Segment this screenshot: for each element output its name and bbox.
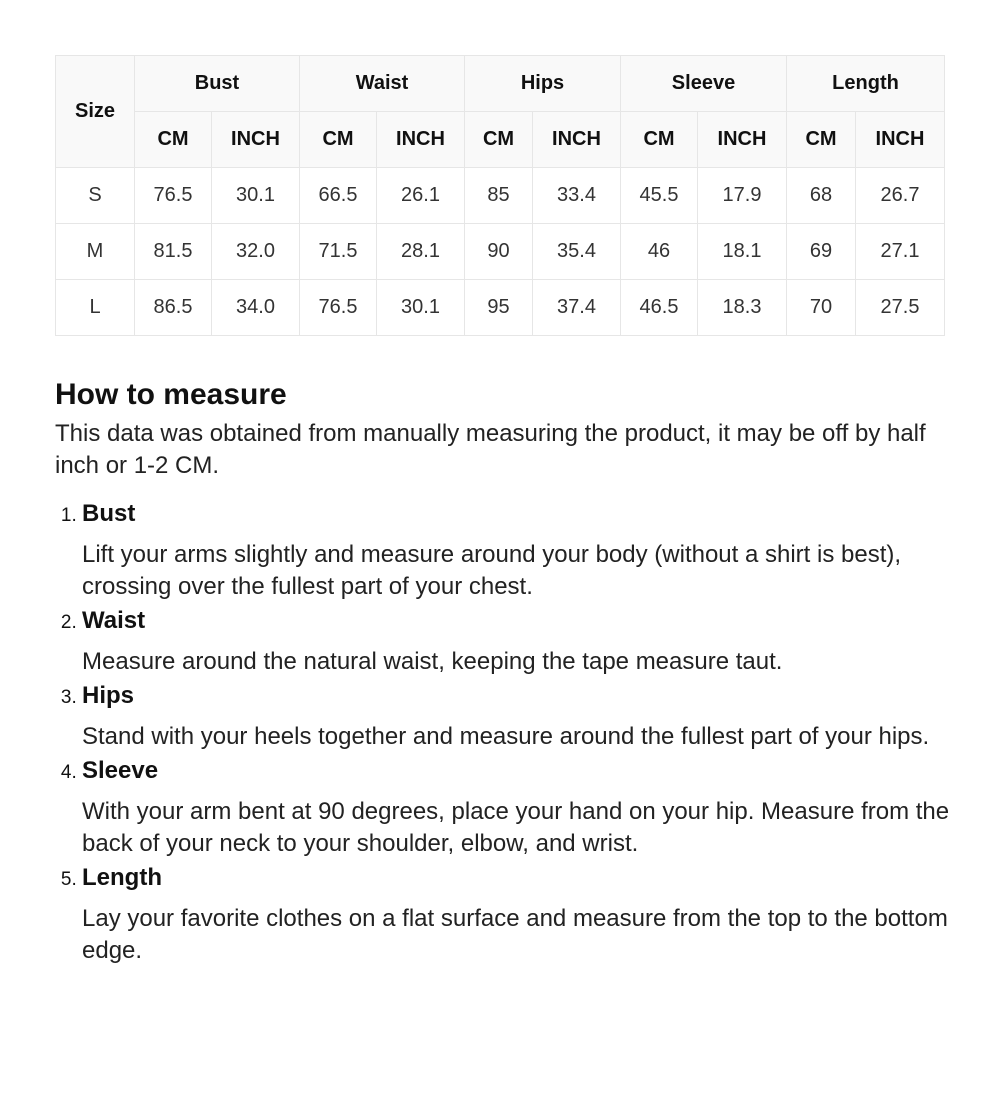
- value-cell: 17.9: [697, 167, 787, 224]
- value-cell: 27.5: [855, 279, 945, 336]
- unit-header: INCH: [211, 111, 300, 168]
- intro-text: This data was obtained from manually mea…: [55, 420, 926, 479]
- value-cell: 85: [464, 167, 533, 224]
- value-cell: 30.1: [211, 167, 300, 224]
- value-cell: 35.4: [532, 223, 621, 280]
- value-cell: 90: [464, 223, 533, 280]
- value-cell: 18.3: [697, 279, 787, 336]
- value-cell: 68: [786, 167, 856, 224]
- value-cell: 33.4: [532, 167, 621, 224]
- unit-header: INCH: [697, 111, 787, 168]
- group-header: Length: [786, 55, 945, 112]
- unit-header: INCH: [376, 111, 465, 168]
- value-cell: 71.5: [299, 223, 377, 280]
- unit-header: CM: [786, 111, 856, 168]
- measure-step: Sleeve With your arm bent at 90 degrees, …: [82, 755, 955, 860]
- step-title: Sleeve: [82, 757, 159, 784]
- step-text: Lift your arms slightly and measure arou…: [82, 541, 902, 600]
- unit-header: CM: [620, 111, 698, 168]
- unit-header: CM: [299, 111, 377, 168]
- size-cell: L: [55, 279, 135, 336]
- step-text: Lay your favorite clothes on a flat surf…: [82, 905, 948, 964]
- value-cell: 18.1: [697, 223, 787, 280]
- step-text: Measure around the natural waist, keepin…: [82, 648, 783, 675]
- value-cell: 95: [464, 279, 533, 336]
- how-to-measure-section: How to measure This data was obtained fr…: [55, 372, 955, 969]
- value-cell: 70: [786, 279, 856, 336]
- value-cell: 69: [786, 223, 856, 280]
- measure-steps-list: Bust Lift your arms slightly and measure …: [55, 498, 955, 967]
- measure-step: Bust Lift your arms slightly and measure …: [82, 498, 955, 603]
- value-cell: 86.5: [134, 279, 212, 336]
- value-cell: 76.5: [134, 167, 212, 224]
- value-cell: 28.1: [376, 223, 465, 280]
- size-chart-table: Size Bust Waist Hips Sleeve Length CM INCH CM IN…: [55, 55, 945, 336]
- value-cell: 26.7: [855, 167, 945, 224]
- step-title: Bust: [82, 500, 136, 527]
- step-title: Hips: [82, 682, 135, 709]
- measure-step: Hips Stand with your heels together and m…: [82, 680, 955, 753]
- value-cell: 66.5: [299, 167, 377, 224]
- measure-step: Length Lay your favorite clothes on a fla…: [82, 862, 955, 967]
- size-header: Size: [55, 55, 135, 168]
- value-cell: 46.5: [620, 279, 698, 336]
- unit-header: CM: [464, 111, 533, 168]
- group-header: Sleeve: [620, 55, 787, 112]
- value-cell: 27.1: [855, 223, 945, 280]
- unit-header: INCH: [855, 111, 945, 168]
- table-row: S 76.5 30.1 66.5 26.1 85 33.4 45.5 17.9 68 26.7: [55, 167, 945, 224]
- value-cell: 32.0: [211, 223, 300, 280]
- group-header: Hips: [464, 55, 621, 112]
- value-cell: 34.0: [211, 279, 300, 336]
- section-title: How to measure: [55, 378, 287, 411]
- unit-header: INCH: [532, 111, 621, 168]
- measure-step: Waist Measure around the natural waist, k…: [82, 605, 955, 678]
- group-header: Bust: [134, 55, 300, 112]
- unit-header: CM: [134, 111, 212, 168]
- table-row: L 86.5 34.0 76.5 30.1 95 37.4 46.5 18.3 70 27.5: [55, 279, 945, 336]
- value-cell: 45.5: [620, 167, 698, 224]
- step-text: Stand with your heels together and measu…: [82, 723, 930, 750]
- value-cell: 26.1: [376, 167, 465, 224]
- value-cell: 30.1: [376, 279, 465, 336]
- value-cell: 76.5: [299, 279, 377, 336]
- value-cell: 37.4: [532, 279, 621, 336]
- step-title: Length: [82, 864, 162, 891]
- step-title: Waist: [82, 607, 146, 634]
- table-row: M 81.5 32.0 71.5 28.1 90 35.4 46 18.1 69 27.1: [55, 223, 945, 280]
- value-cell: 81.5: [134, 223, 212, 280]
- value-cell: 46: [620, 223, 698, 280]
- step-text: With your arm bent at 90 degrees, place …: [82, 798, 950, 857]
- size-cell: S: [55, 167, 135, 224]
- size-cell: M: [55, 223, 135, 280]
- group-header: Waist: [299, 55, 465, 112]
